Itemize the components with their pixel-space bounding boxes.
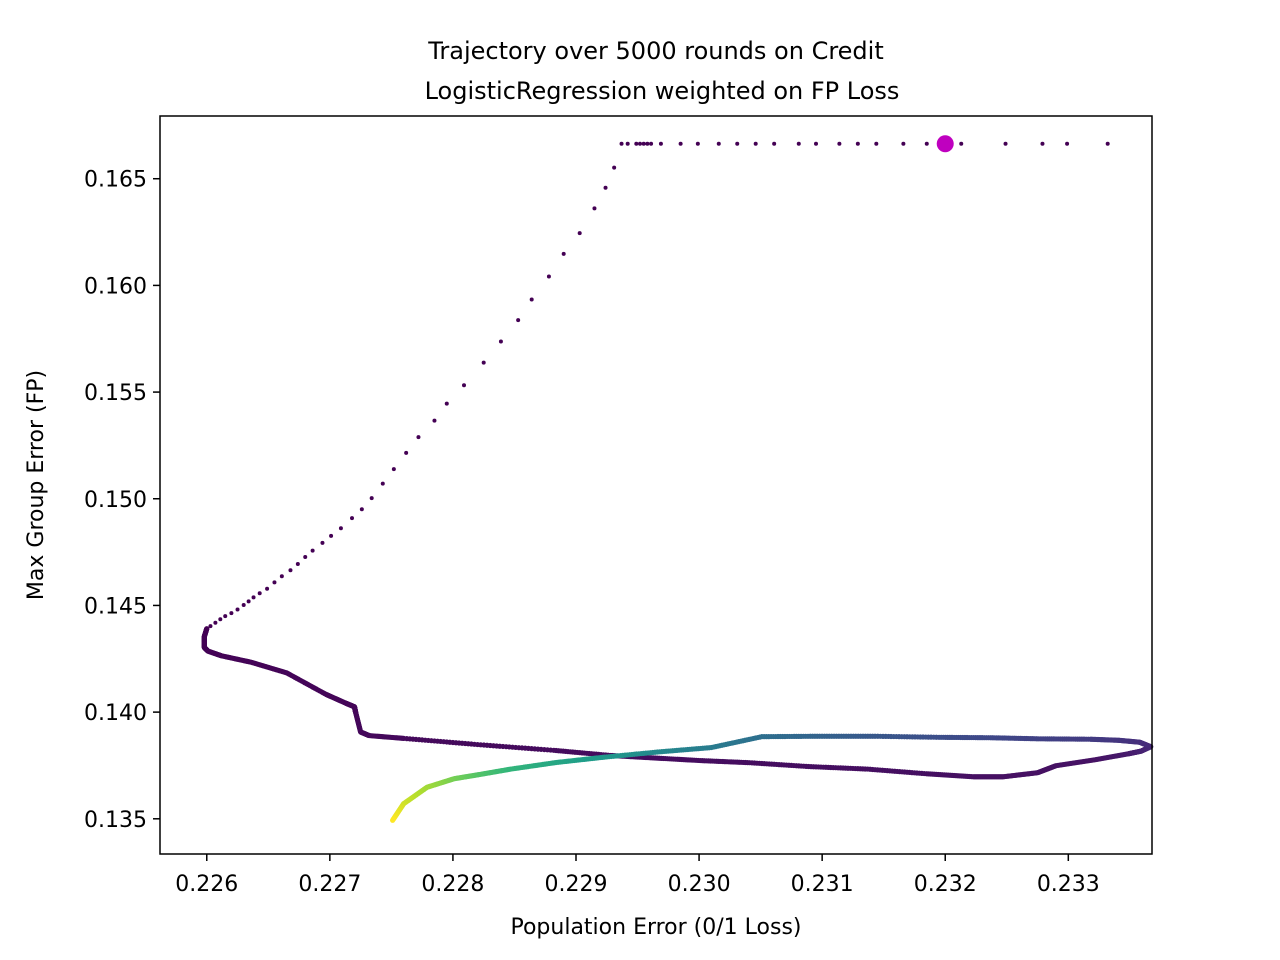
trajectory-point: [246, 599, 251, 604]
trajectory-point: [257, 591, 262, 596]
trajectory-point: [695, 141, 700, 146]
trajectory-point: [350, 516, 354, 521]
trajectory-point: [498, 339, 503, 344]
trajectory-point: [855, 141, 860, 146]
trajectory-point: [208, 624, 213, 629]
chart-title: Trajectory over 5000 rounds on Credit: [427, 37, 884, 65]
trajectory-point: [251, 595, 256, 600]
y-axis-label: Max Group Error (FP): [24, 370, 49, 600]
trajectory-point: [223, 614, 228, 619]
trajectory-point: [577, 231, 582, 236]
trajectory-point: [369, 496, 374, 501]
chart-subtitle: LogisticRegression weighted on FP Loss: [425, 77, 900, 105]
trajectory-point: [753, 141, 758, 146]
x-tick-label: 0.228: [421, 872, 484, 897]
x-tick-label: 0.229: [545, 872, 608, 897]
y-tick-label: 0.160: [84, 274, 147, 299]
trajectory-point: [603, 185, 608, 190]
trajectory-point: [404, 450, 409, 455]
trajectory-point: [772, 141, 777, 146]
y-tick-label: 0.145: [84, 594, 147, 619]
x-tick-label: 0.227: [298, 872, 361, 897]
trajectory-point: [529, 297, 534, 302]
trajectory-point: [901, 141, 906, 146]
trajectory-point: [229, 611, 234, 616]
trajectory-point: [265, 586, 270, 591]
trajectory-point: [272, 580, 277, 585]
trajectory-point: [837, 141, 842, 146]
trajectory-point: [288, 568, 293, 573]
y-tick-label: 0.140: [84, 701, 147, 726]
y-axis-ticks: 0.135 0.140 0.145 0.150 0.155 0.160 0.165: [84, 168, 160, 833]
trajectory-point: [625, 141, 630, 146]
trajectory-point: [619, 141, 624, 146]
trajectory-point: [444, 401, 449, 406]
trajectory-point: [320, 540, 325, 545]
trajectory-point: [432, 418, 437, 423]
trajectory-point: [612, 165, 617, 170]
x-tick-label: 0.226: [175, 872, 238, 897]
trajectory-point: [1105, 141, 1110, 146]
x-tick-label: 0.231: [791, 872, 854, 897]
start-point-marker: [936, 135, 954, 153]
trajectory-point: [924, 141, 929, 146]
trajectory-point: [329, 533, 334, 538]
x-tick-label: 0.230: [668, 872, 731, 897]
trajectory-point: [310, 548, 315, 553]
trajectory-point: [241, 603, 246, 608]
x-axis-ticks: 0.226 0.227 0.228 0.229 0.230 0.231 0.232 0.233: [175, 854, 1100, 897]
trajectory-point: [645, 141, 650, 146]
trajectory-point: [462, 383, 466, 388]
trajectory-point: [796, 141, 801, 146]
trajectory-point: [213, 620, 218, 625]
trajectory-point: [481, 360, 486, 365]
trajectory-point: [638, 141, 642, 146]
trajectory-point: [592, 206, 597, 211]
trajectory-point: [295, 562, 300, 567]
trajectory-point: [380, 481, 385, 486]
trajectory-point: [546, 274, 551, 279]
trajectory-point: [634, 141, 639, 146]
y-tick-label: 0.135: [84, 808, 147, 833]
trajectory-point: [338, 526, 343, 531]
trajectory-point: [649, 141, 654, 146]
x-tick-label: 0.233: [1037, 872, 1100, 897]
trajectory-point: [716, 141, 721, 146]
trajectory-point: [416, 435, 421, 440]
x-tick-label: 0.232: [914, 872, 977, 897]
trajectory-point: [218, 617, 223, 622]
trajectory-point: [1065, 141, 1070, 146]
trajectory-point: [561, 251, 566, 256]
trajectory-point: [874, 141, 879, 146]
trajectory-point: [678, 141, 683, 146]
trajectory-point: [1040, 141, 1045, 146]
plot-area: [201, 135, 1154, 823]
axes-frame: [159, 115, 1153, 855]
trajectory-point: [735, 141, 740, 146]
trajectory-point: [658, 141, 663, 146]
trajectory-point: [391, 467, 396, 472]
trajectory-point: [1003, 141, 1008, 146]
trajectory-point: [279, 574, 284, 579]
y-tick-label: 0.150: [84, 488, 147, 513]
y-tick-label: 0.155: [84, 381, 147, 406]
trajectory-point: [303, 555, 308, 560]
trajectory-point: [814, 141, 818, 146]
y-tick-label: 0.165: [84, 168, 147, 193]
trajectory-point: [235, 607, 240, 612]
trajectory-point: [959, 141, 964, 146]
trajectory-end-point: [390, 817, 396, 823]
trajectory-point: [359, 507, 364, 512]
x-axis-label: Population Error (0/1 Loss): [510, 915, 801, 940]
trajectory-point: [516, 318, 521, 323]
trajectory-point: [641, 141, 646, 146]
